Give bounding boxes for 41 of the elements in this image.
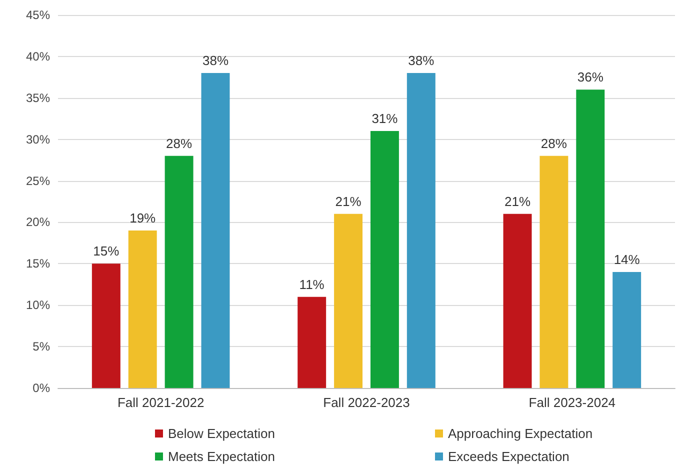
bar bbox=[334, 214, 363, 388]
data-label: 28% bbox=[166, 136, 192, 151]
data-label: 21% bbox=[504, 194, 531, 209]
data-label: 38% bbox=[408, 53, 435, 68]
bar bbox=[92, 264, 120, 388]
data-label: 19% bbox=[130, 210, 156, 226]
y-tick-label: 35% bbox=[26, 90, 50, 105]
data-label: 38% bbox=[202, 53, 229, 68]
data-label: 36% bbox=[577, 70, 604, 85]
data-label: 28% bbox=[540, 136, 568, 151]
x-tick-label: Fall 2021-2022 bbox=[117, 395, 204, 410]
bar bbox=[612, 272, 642, 388]
y-tick-label: 5% bbox=[32, 340, 50, 354]
bar bbox=[540, 156, 568, 388]
bar bbox=[406, 73, 436, 388]
legend-label: Meets Expectation bbox=[168, 449, 275, 464]
bar bbox=[164, 156, 194, 388]
bar bbox=[503, 214, 532, 388]
bar bbox=[576, 90, 605, 388]
x-tick-label: Fall 2023-2024 bbox=[528, 395, 616, 410]
legend-label: Exceeds Expectation bbox=[448, 449, 570, 464]
y-tick-label: 45% bbox=[26, 8, 50, 22]
data-label: 31% bbox=[372, 111, 398, 126]
data-label: 21% bbox=[335, 194, 362, 209]
data-label: 14% bbox=[614, 252, 640, 267]
data-label: 15% bbox=[93, 244, 120, 259]
y-tick-label: 15% bbox=[26, 256, 50, 271]
y-tick-label: 10% bbox=[26, 298, 50, 312]
y-tick-label: 40% bbox=[26, 49, 50, 64]
bar bbox=[298, 296, 326, 388]
y-tick-label: 25% bbox=[26, 174, 50, 188]
x-tick-label: Fall 2022-2023 bbox=[323, 395, 410, 410]
bar bbox=[370, 131, 399, 388]
y-tick-label: 30% bbox=[26, 132, 50, 146]
bar bbox=[201, 73, 230, 388]
data-label: 11% bbox=[299, 276, 325, 292]
y-tick-label: 0% bbox=[32, 381, 50, 395]
bar bbox=[128, 230, 157, 388]
legend-label: Below Expectation bbox=[168, 426, 275, 441]
legend-label: Approaching Expectation bbox=[448, 426, 593, 441]
y-tick-label: 20% bbox=[26, 215, 50, 230]
